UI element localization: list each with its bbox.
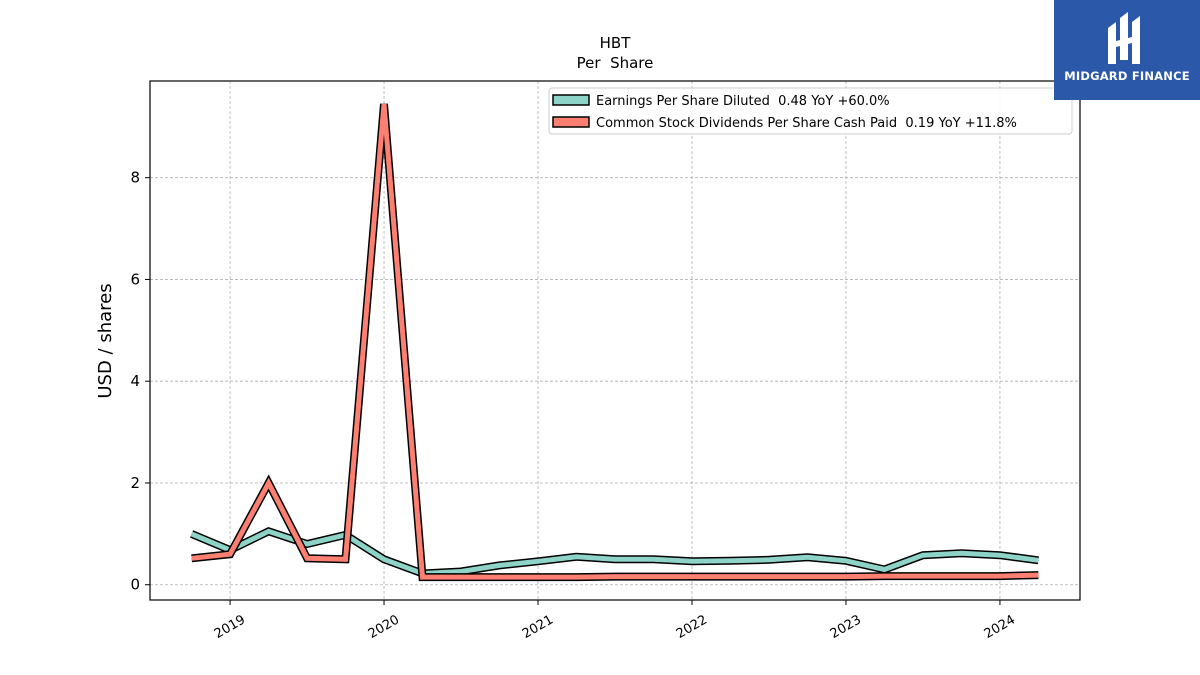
x-tick-label: 2021 [520,612,556,642]
y-tick-label: 6 [130,270,140,288]
y-tick-label: 2 [130,474,140,492]
x-tick-label: 2023 [828,612,864,642]
dividends-line [191,103,1039,582]
x-axis: 2019 2020 2021 2022 2023 2024 [212,600,1018,642]
legend-swatch-earnings [552,94,590,106]
series-stroke [190,528,1039,577]
legend: Earnings Per Share Diluted 0.48 YoY +60.… [548,87,1073,135]
x-tick-label: 2024 [982,612,1018,642]
y-tick-label: 0 [130,576,140,594]
y-axis: 0 2 4 6 8 [130,169,150,594]
x-tick-label: 2019 [212,612,248,642]
legend-box [548,87,1073,135]
chart-subtitle: Per Share [577,54,654,72]
x-tick-label: 2020 [366,612,402,642]
x-tick-label: 2022 [674,612,710,642]
logo-mark-icon [1108,12,1140,64]
plot-frame [149,80,1081,601]
series-stroke [191,103,1039,580]
midgard-finance-logo: MIDGARD FINANCE [1054,0,1200,100]
grid [150,81,1080,600]
series-outline [191,103,1039,582]
chart-title: HBT [600,34,632,52]
y-tick-label: 8 [130,169,140,187]
logo-text: MIDGARD FINANCE [1064,69,1190,83]
legend-swatch-dividends [552,116,590,128]
earnings-line [190,526,1039,578]
legend-label-earnings: Earnings Per Share Diluted 0.48 YoY +60.… [596,94,890,109]
series-layer [190,103,1039,582]
y-tick-label: 4 [130,372,140,390]
legend-label-dividends: Common Stock Dividends Per Share Cash Pa… [596,116,1017,131]
series-outline [190,526,1039,578]
y-axis-label: USD / shares [95,283,116,398]
